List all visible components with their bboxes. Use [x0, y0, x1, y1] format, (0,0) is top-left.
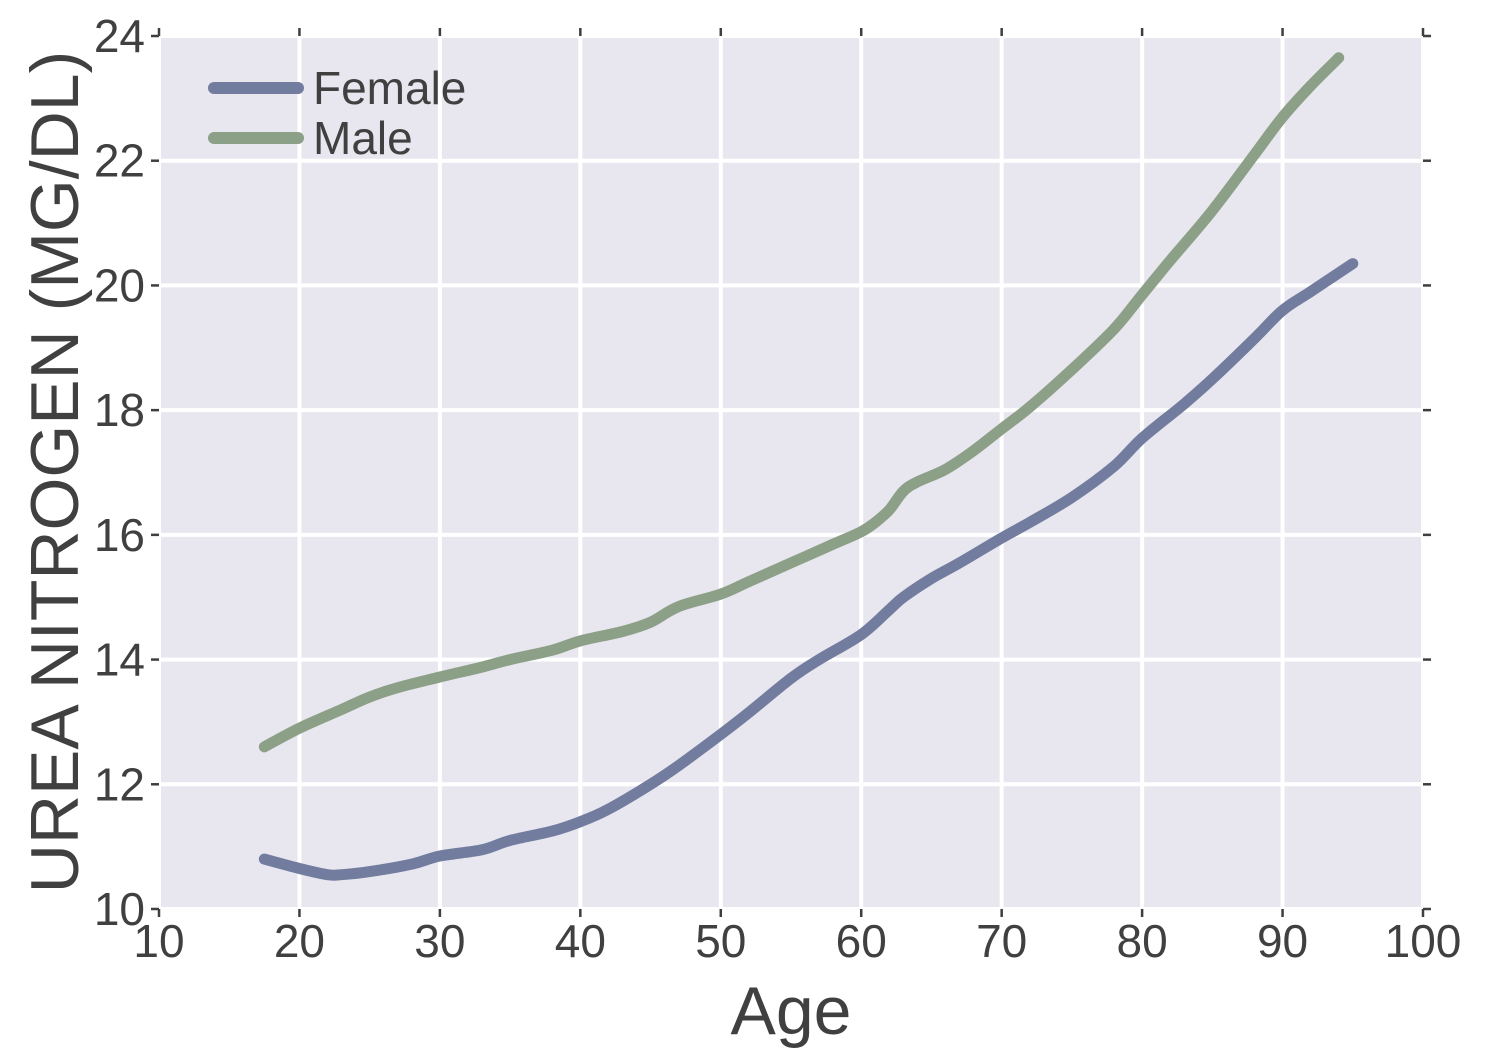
y-tick-label: 10 [94, 883, 145, 935]
series-line-male [258, 52, 1345, 753]
series-line-female [258, 258, 1359, 881]
legend-label-male: Male [313, 112, 413, 164]
x-tick-label: 30 [414, 915, 465, 967]
x-tick-label: 40 [555, 915, 606, 967]
y-tick-label: 24 [94, 10, 145, 62]
y-tick-label: 16 [94, 509, 145, 561]
gridlines [157, 34, 1425, 911]
y-tick-label: 14 [94, 634, 145, 686]
y-axis-label: UREA NITROGEN (MG/DL) [17, 51, 93, 894]
tick-marks [151, 28, 1431, 917]
x-tick-label: 100 [1385, 915, 1462, 967]
x-tick-label: 50 [695, 915, 746, 967]
x-tick-label: 60 [836, 915, 887, 967]
y-tick-label: 18 [94, 384, 145, 436]
x-tick-label: 80 [1117, 915, 1168, 967]
x-axis-label: Age [731, 973, 852, 1049]
data-series [258, 52, 1359, 881]
plot-area [159, 36, 1423, 909]
x-tick-label: 90 [1257, 915, 1308, 967]
y-tick-labels: 10 12 14 16 18 20 22 24 [94, 10, 145, 935]
legend-label-female: Female [313, 62, 466, 114]
x-tick-labels: 10 20 30 40 50 60 70 80 90 100 [133, 915, 1461, 967]
y-tick-label: 12 [94, 758, 145, 810]
y-tick-label: 20 [94, 259, 145, 311]
x-tick-label: 20 [274, 915, 325, 967]
x-tick-label: 70 [976, 915, 1027, 967]
y-tick-label: 22 [94, 135, 145, 187]
x-tick-label: 10 [133, 915, 184, 967]
